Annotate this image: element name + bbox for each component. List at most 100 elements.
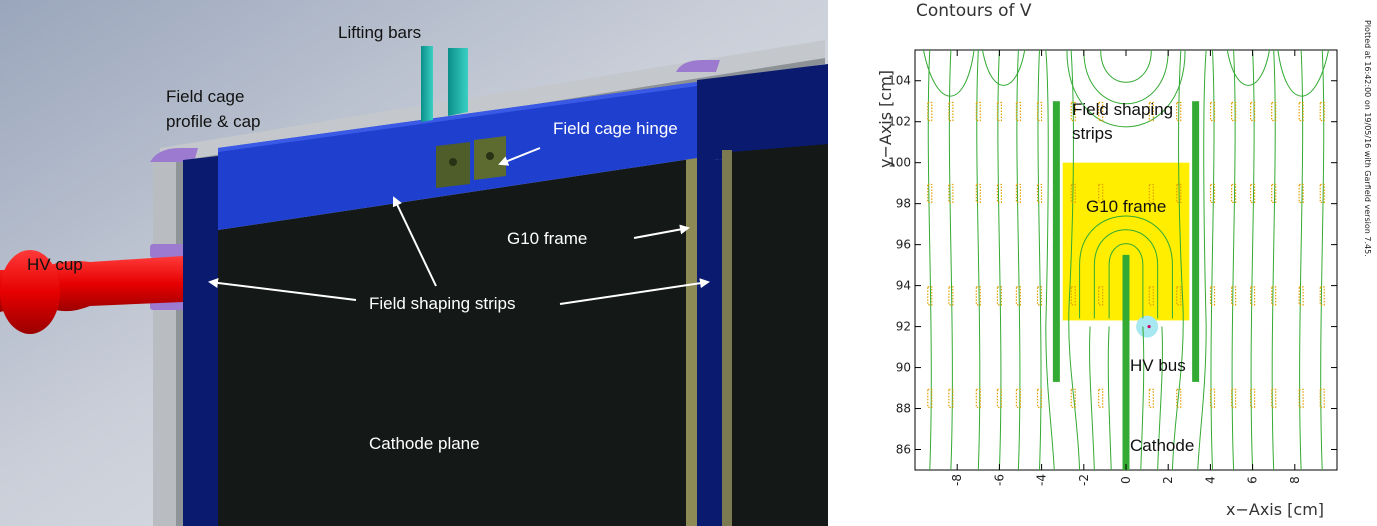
contour-value-label [975,183,981,204]
contour-value-label [948,101,954,122]
cathode-plane-surface [218,158,697,526]
contour-value-label [1319,183,1325,204]
y-tick-label: 100 [888,156,911,170]
contour-value-label [1250,183,1256,204]
contour-value-label [1070,286,1076,306]
label-field-shaping-strips: Field shaping strips [369,294,516,313]
x-tick-label: -4 [1035,474,1049,486]
x-tick-label: 8 [1288,476,1302,484]
contour-line [1277,49,1330,97]
contour-value-label [1098,183,1104,204]
g10-frame-strip [686,156,697,526]
contour-line [1231,49,1236,471]
contour-line [927,49,932,471]
contour-value-label [1176,183,1182,204]
label-cathode-plane: Cathode plane [369,434,480,453]
contour-line [1016,49,1021,471]
contour-value-label [1098,388,1104,408]
annotation-field-shaping-line1: Field shaping [1072,100,1174,119]
contour-value-label [1319,286,1325,306]
field-shaping-strip-right [697,78,714,526]
contour-plot-panel: Contours of V y−Axis [cm] x−Axis [cm] Pl… [828,0,1377,526]
contour-value-label [1209,286,1216,306]
contour-line [1250,49,1255,471]
contour-value-label [1250,286,1256,306]
contour-value-label [1231,101,1237,122]
contour-value-label [1209,101,1216,122]
x-tick-label: -8 [950,474,964,486]
lifting-bar-2 [448,48,468,116]
annotation-g10-frame: G10 frame [1086,197,1167,216]
contour-value-label [1271,183,1277,204]
profile-post-left-shade [176,160,184,526]
next-cathode-surface [732,144,828,526]
g10-frame-strip-inner [722,150,732,526]
contour-value-label [1209,183,1216,204]
contour-value-label [1298,183,1304,204]
x-tick-label: -2 [1077,474,1091,486]
contour-value-label [1250,388,1256,408]
contour-value-label [1098,286,1104,306]
label-field-cage-profile-line2: profile & cap [166,112,261,131]
x-tick-label: 6 [1246,476,1260,484]
regions-group [1052,101,1200,470]
profile-cap-left-2 [150,244,184,258]
contour-line [922,49,975,97]
contour-line [1083,49,1169,105]
contour-value-label [1098,101,1104,122]
field-shaping-strip-left [183,156,218,526]
x-tick-label: 4 [1203,476,1217,484]
label-field-cage-profile-line1: Field cage [166,87,245,106]
hv-bus-point [1147,324,1151,329]
contour-value-label [1298,101,1304,122]
contour-value-label [1070,183,1076,204]
contour-line [1108,243,1144,319]
contour-line [1197,49,1207,471]
field-cage-render: Lifting bars Field cage profile & cap Fi… [0,0,828,526]
contour-line [1093,229,1159,319]
arrow-strip-left [208,278,357,301]
profile-cap-left [150,148,198,162]
contour-line [976,49,981,471]
contour-line [948,49,953,471]
contour-value-label [975,388,981,408]
profile-cap-right [676,60,720,72]
contour-value-label [1298,286,1304,306]
y-tick-label: 88 [896,402,911,416]
contour-line [982,49,1026,86]
label-hv-cup: HV cup [27,255,83,274]
field-cage-hinge-band-top [218,82,697,152]
profile-rail-top [160,40,825,164]
arrow-strip-right [559,278,710,305]
annotation-cathode: Cathode [1130,436,1195,455]
y-tick-label: 98 [896,197,911,211]
arrow-to-hinge-band [392,196,437,287]
contour-value-label [948,183,954,204]
contour-line [1140,326,1145,471]
contour-value-label [1036,286,1043,306]
hinge-hole-1 [449,158,457,166]
annotation-field-shaping-line2: strips [1072,124,1113,143]
contour-line [997,49,1002,471]
y-tick-label: 94 [896,279,911,293]
contour-value-label [948,286,954,306]
contour-value-label [1250,101,1256,122]
contour-line [1079,215,1173,319]
y-tick-label: 104 [888,74,911,88]
hinge-hole-2 [486,152,494,160]
field-shaping-strip-right [1192,101,1200,382]
hv-bus-region [1136,315,1159,338]
field-shaping-strip-far [714,64,828,160]
contour-line [1037,49,1042,471]
contour-line [1171,49,1184,471]
cathode-region [1122,254,1130,470]
chart-title: Contours of V [916,1,1032,21]
contour-line [1226,49,1270,86]
contour-value-label [975,286,981,306]
contour-value-label [1070,101,1076,122]
y-tick-label: 86 [896,443,911,457]
contour-value-label [1176,101,1182,122]
contour-value-label [1271,286,1277,306]
y-tick-label: 92 [896,320,911,334]
contour-value-label [1070,388,1076,408]
